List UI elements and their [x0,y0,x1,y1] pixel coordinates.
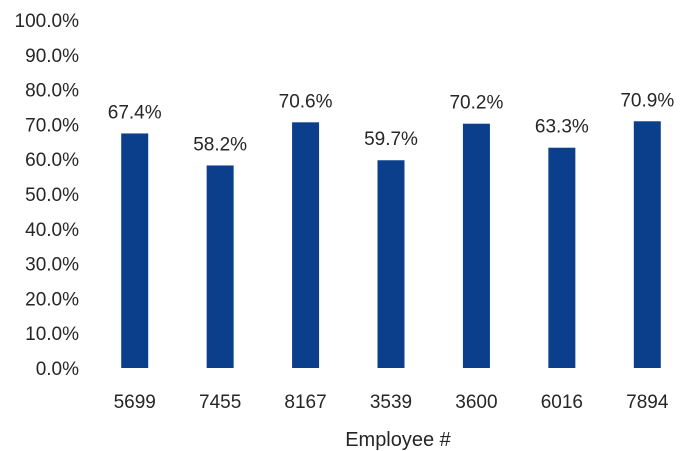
y-tick-label: 20.0% [25,289,79,310]
data-label: 58.2% [193,134,247,155]
y-axis-tick-labels: 0.0% 10.0% 20.0% 30.0% 40.0% 50.0% 60.0% 70.0% 8… [15,11,80,380]
data-label: 70.6% [279,91,333,112]
bar-3600 [462,123,490,368]
bar-5699 [121,133,149,368]
y-tick-label: 0.0% [36,359,79,380]
bar-3539 [377,160,405,368]
y-tick-label: 70.0% [25,115,79,136]
y-tick-label: 90.0% [25,46,79,67]
data-label: 70.2% [449,93,503,114]
data-label: 67.4% [108,102,162,123]
y-tick-label: 80.0% [25,81,79,102]
y-tick-label: 50.0% [25,185,79,206]
y-tick-label: 40.0% [25,220,79,241]
data-label: 63.3% [535,117,589,138]
y-tick-label: 100.0% [15,11,80,32]
x-tick-label: 7455 [199,392,241,413]
y-tick-label: 10.0% [25,324,79,345]
bar-7894 [633,121,661,368]
x-tick-label: 3539 [370,392,412,413]
x-axis-title: Employee # [345,429,451,451]
bar-6016 [548,147,576,368]
x-tick-label: 5699 [114,392,156,413]
x-tick-label: 8167 [284,392,326,413]
x-tick-label: 3600 [455,392,497,413]
data-label: 59.7% [364,129,418,150]
x-tick-label: 6016 [541,392,583,413]
bar-7455 [206,165,234,368]
data-labels: 67.4% 58.2% 70.6% 59.7% 70.2% 63.3% 70.9% [108,90,675,155]
bar-8167 [292,122,320,368]
x-tick-label: 7894 [626,392,669,413]
data-label: 70.9% [620,90,674,111]
y-tick-label: 30.0% [25,255,79,276]
y-tick-label: 60.0% [25,150,79,171]
bars [121,121,661,368]
x-axis-tick-labels: 5699 7455 8167 3539 3600 6016 7894 [114,392,669,413]
